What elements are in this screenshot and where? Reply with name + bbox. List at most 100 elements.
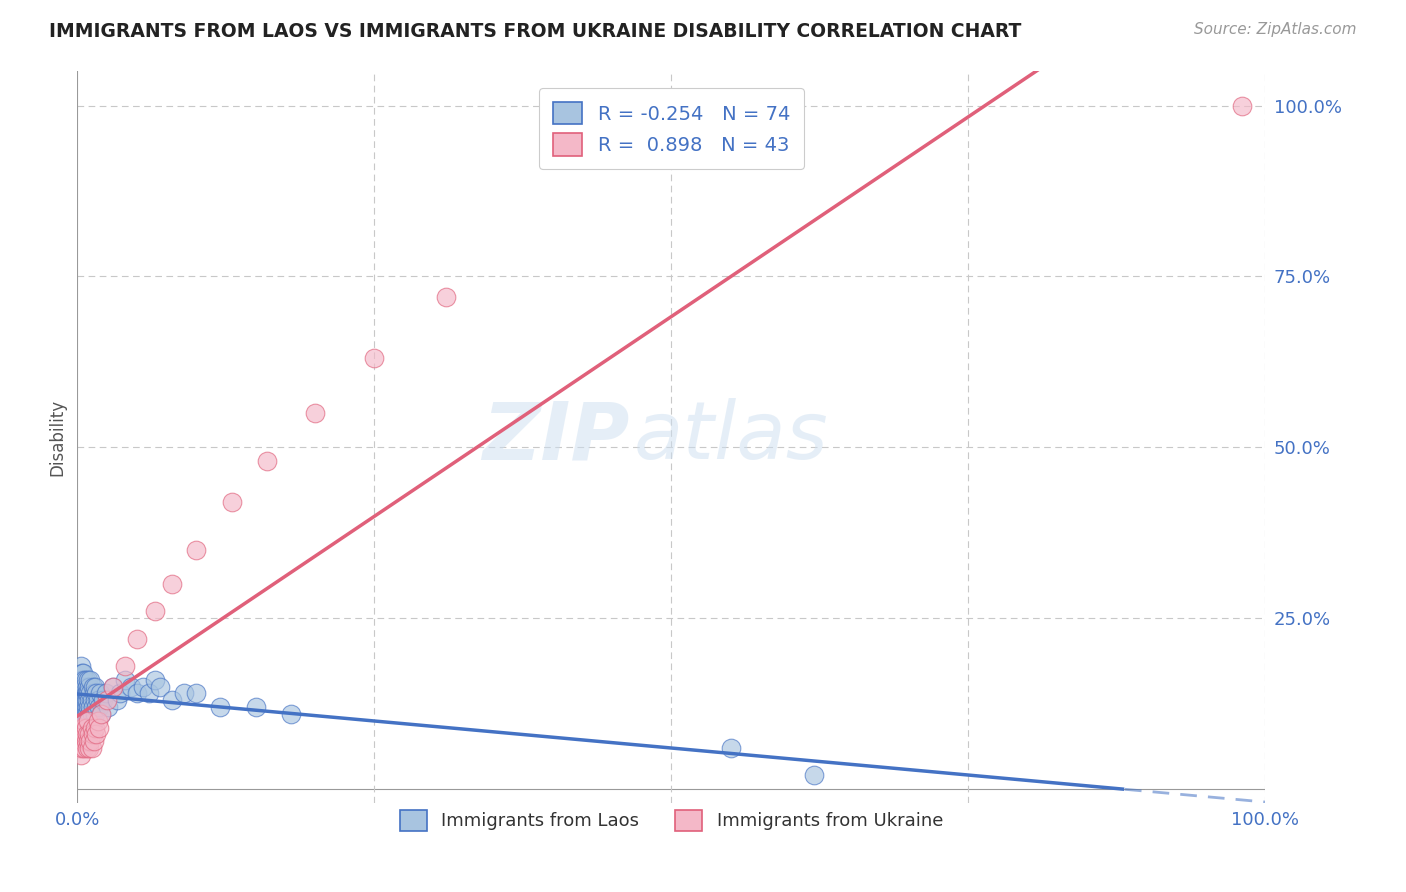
Point <box>73 673 96 687</box>
Point <box>69 673 91 687</box>
Point <box>75 734 97 748</box>
Point <box>94 686 117 700</box>
Point <box>96 693 118 707</box>
Point <box>77 727 100 741</box>
Point <box>83 686 105 700</box>
Point <box>86 686 108 700</box>
Point <box>75 686 97 700</box>
Text: Source: ZipAtlas.com: Source: ZipAtlas.com <box>1194 22 1357 37</box>
Point <box>76 693 98 707</box>
Point <box>72 714 94 728</box>
Point <box>720 741 742 756</box>
Point <box>70 721 93 735</box>
Point <box>89 686 111 700</box>
Point <box>1230 98 1253 112</box>
Point <box>72 700 94 714</box>
Point <box>186 542 208 557</box>
Point <box>76 680 98 694</box>
Point <box>73 714 96 728</box>
Text: atlas: atlas <box>633 398 828 476</box>
Point <box>77 706 100 721</box>
Point <box>70 680 93 694</box>
Point <box>162 693 184 707</box>
Point <box>143 673 166 687</box>
Point <box>245 700 267 714</box>
Point <box>208 700 231 714</box>
Point <box>803 768 825 782</box>
Point <box>256 454 278 468</box>
Point <box>84 706 107 721</box>
Point <box>69 727 91 741</box>
Point <box>67 686 90 700</box>
Point <box>120 680 142 694</box>
Point <box>75 693 97 707</box>
Point <box>72 680 94 694</box>
Point <box>75 700 97 714</box>
Point <box>70 659 93 673</box>
Point <box>80 706 103 721</box>
Point <box>114 673 136 687</box>
Point <box>125 686 148 700</box>
Point <box>138 686 160 700</box>
Point <box>125 632 148 646</box>
Legend: Immigrants from Laos, Immigrants from Ukraine: Immigrants from Laos, Immigrants from Uk… <box>385 796 957 845</box>
Point <box>76 727 98 741</box>
Point <box>93 693 115 707</box>
Point <box>304 406 326 420</box>
Point <box>101 680 124 694</box>
Text: IMMIGRANTS FROM LAOS VS IMMIGRANTS FROM UKRAINE DISABILITY CORRELATION CHART: IMMIGRANTS FROM LAOS VS IMMIGRANTS FROM … <box>49 22 1022 41</box>
Point <box>101 680 124 694</box>
Point <box>149 680 172 694</box>
Point <box>72 734 94 748</box>
Point <box>70 700 93 714</box>
Point <box>114 659 136 673</box>
Point <box>86 700 108 714</box>
Point <box>73 727 96 741</box>
Point <box>76 741 98 756</box>
Point <box>90 706 112 721</box>
Point <box>84 680 107 694</box>
Point <box>73 741 96 756</box>
Point <box>70 747 93 762</box>
Point <box>77 714 100 728</box>
Point <box>434 290 457 304</box>
Point <box>72 721 94 735</box>
Point <box>280 706 302 721</box>
Point <box>86 714 108 728</box>
Point <box>73 693 96 707</box>
Point <box>221 495 243 509</box>
Point <box>79 700 101 714</box>
Point <box>70 686 93 700</box>
Point <box>83 714 105 728</box>
Point <box>82 680 104 694</box>
Point <box>70 706 93 721</box>
Point <box>363 351 385 366</box>
Point <box>75 673 97 687</box>
Point <box>84 693 107 707</box>
Point <box>83 734 105 748</box>
Point <box>73 686 96 700</box>
Point <box>70 673 93 687</box>
Point <box>77 700 100 714</box>
Point <box>69 693 91 707</box>
Point <box>80 721 103 735</box>
Point <box>162 577 184 591</box>
Point <box>131 680 153 694</box>
Point <box>76 706 98 721</box>
Text: ZIP: ZIP <box>482 398 630 476</box>
Point <box>70 741 93 756</box>
Point <box>77 673 100 687</box>
Point <box>77 686 100 700</box>
Point <box>73 706 96 721</box>
Point <box>82 700 104 714</box>
Point <box>72 665 94 680</box>
Point <box>90 706 112 721</box>
Point <box>108 686 131 700</box>
Point <box>75 706 97 721</box>
Point <box>79 734 101 748</box>
Point <box>97 700 120 714</box>
Point <box>87 721 110 735</box>
Point <box>73 680 96 694</box>
Point <box>86 727 108 741</box>
Point <box>84 721 107 735</box>
